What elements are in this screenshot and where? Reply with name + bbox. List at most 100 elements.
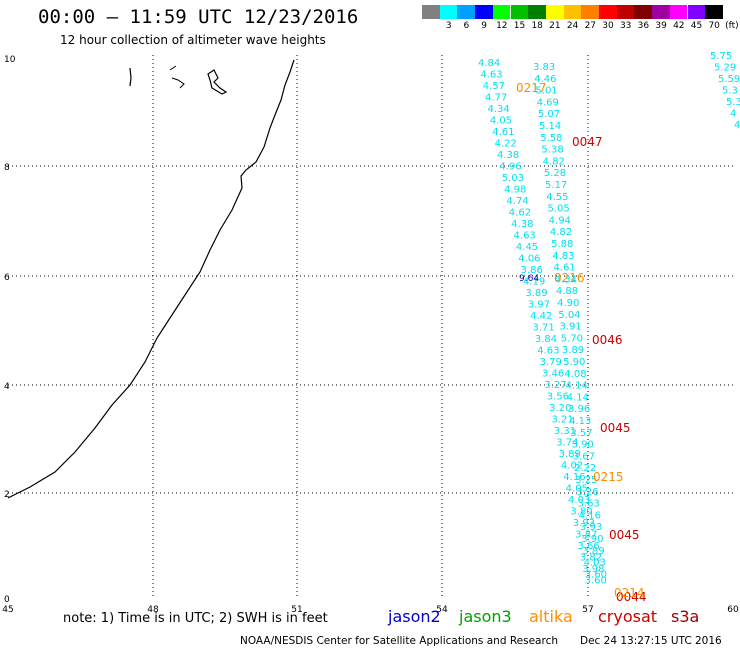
wave-height-value: 3.84 xyxy=(535,334,557,345)
wave-height-value: 4.90 xyxy=(557,298,579,309)
pass-time-label: 0045 xyxy=(609,528,640,542)
wave-height-value: 5.03 xyxy=(502,173,524,184)
satellite-legend-jason2: jason2 xyxy=(388,607,441,626)
x-tick-label: 60 xyxy=(727,605,739,615)
pass-time-label: 0046 xyxy=(592,333,623,347)
wave-height-value: 3.25 xyxy=(575,475,597,486)
wave-height-value: 4.34 xyxy=(487,104,509,115)
wave-height-value: 4.08 xyxy=(564,369,586,380)
wave-height-value: 5.05 xyxy=(547,204,569,215)
map-subtitle: 12 hour collection of altimeter wave hei… xyxy=(60,33,326,47)
wave-height-value-jason2: 9.64 xyxy=(519,274,539,284)
y-tick-label: 8 xyxy=(4,163,10,173)
wave-height-value: 3.20 xyxy=(549,403,571,414)
timestamp-text: Dec 24 13:27:15 UTC 2016 xyxy=(580,635,722,647)
colorbar-unit: (ft) xyxy=(725,21,739,31)
wave-height-value: 3.89 xyxy=(582,546,604,557)
wave-height-value: 5.07 xyxy=(538,109,560,120)
wave-height-value: 4.61 xyxy=(492,127,514,138)
wave-height-value: 4 xyxy=(730,109,736,120)
pass-time-label: 0214 xyxy=(614,586,645,600)
wave-height-value: 3.89 xyxy=(525,288,547,299)
pass-time-label: 0047 xyxy=(572,135,603,149)
wave-height-value: 4 xyxy=(734,120,740,131)
wave-height-value: 4.38 xyxy=(497,150,519,161)
wave-height-value: 4.22 xyxy=(495,139,517,150)
wave-height-value: 5.38 xyxy=(541,145,563,156)
wave-height-value: 2.22 xyxy=(574,463,596,474)
wave-height-value: 3.63 xyxy=(578,499,600,510)
wave-height-value: 3.82 xyxy=(580,553,602,564)
wave-height-value: 5.90 xyxy=(563,357,585,368)
wave-height-value: 5.3 xyxy=(722,86,738,97)
colorbar-swatch xyxy=(422,5,440,19)
wave-height-value: 4.16 xyxy=(579,510,601,521)
colorbar-swatch xyxy=(528,5,546,19)
colorbar-swatch xyxy=(545,5,564,19)
wave-height-value: 4.63 xyxy=(514,231,536,242)
wave-height-value: 5.59 xyxy=(718,74,740,85)
wave-height-value: 5.88 xyxy=(551,239,573,250)
wave-height-value: 3.26 xyxy=(576,487,598,498)
pass-time-label: 0215 xyxy=(593,470,624,484)
satellite-legend-altika: altika xyxy=(529,607,573,626)
wave-height-value: 4.14 xyxy=(566,381,588,392)
wave-height-value: 3.21 xyxy=(551,415,573,426)
colorbar-swatch xyxy=(634,5,653,19)
wave-height-value: 5.75 xyxy=(710,51,732,62)
colorbar-label: 33 xyxy=(619,21,632,31)
colorbar-label: 18 xyxy=(531,21,543,31)
colorbar-label: 27 xyxy=(584,21,597,31)
island-outline xyxy=(129,67,132,87)
wave-height-value: 4.84 xyxy=(478,58,500,69)
pass-time-label: 0217 xyxy=(516,81,547,95)
credit-text: NOAA/NESDIS Center for Satellite Applica… xyxy=(240,635,558,647)
wave-height-value: 4.61 xyxy=(553,263,575,274)
wave-height-value: 5.01 xyxy=(535,86,557,97)
x-tick-label: 57 xyxy=(582,605,593,615)
wave-height-value: 3.89 xyxy=(559,449,581,460)
wave-height-value: 5.14 xyxy=(539,121,561,132)
wave-height-value: 4.05 xyxy=(490,116,512,127)
wave-height-value: 3.71 xyxy=(533,323,555,334)
x-tick-label: 51 xyxy=(291,605,302,615)
x-tick-label: 45 xyxy=(2,605,13,615)
island-outline xyxy=(207,69,228,95)
wave-height-value: 4.88 xyxy=(556,286,578,297)
wave-height-value: 4.82 xyxy=(543,156,565,167)
wave-height-value: 3.93 xyxy=(573,518,595,529)
map-title: 00:00 – 11:59 UTC 12/23/2016 xyxy=(38,6,359,28)
wave-height-value: 4.05 xyxy=(566,484,588,495)
colorbar-label: 39 xyxy=(655,21,667,31)
colorbar-label: 42 xyxy=(673,21,685,31)
colorbar-label: 15 xyxy=(513,21,526,31)
colorbar-label: 45 xyxy=(690,21,703,31)
wave-height-value: 4.03 xyxy=(584,558,606,569)
wave-height-value: 5.29 xyxy=(714,63,736,74)
wave-height-value: 3.56 xyxy=(547,392,569,403)
wave-height-value: 4.69 xyxy=(537,97,559,108)
colorbar-label: 3 xyxy=(445,21,452,31)
satellite-legend-cryosat: cryosat xyxy=(598,607,658,626)
wave-height-value: 3.98 xyxy=(582,564,604,575)
wave-height-value: 3.97 xyxy=(528,300,550,311)
y-tick-label: 6 xyxy=(4,273,10,283)
colorbar-label: 24 xyxy=(566,21,579,31)
wave-height-value: 4.83 xyxy=(552,251,574,262)
wave-height-value: 4.82 xyxy=(550,227,572,238)
colorbar-swatch xyxy=(457,5,476,19)
colorbar-label: 6 xyxy=(463,21,470,31)
wave-height-value: 3.60 xyxy=(585,569,607,580)
wave-height-value: 4.77 xyxy=(485,93,507,104)
wave-height-value: 4.63 xyxy=(537,346,559,357)
wave-height-value: 3.31 xyxy=(554,426,576,437)
wave-height-value: 3.89 xyxy=(562,345,584,356)
satellite-legend-jason3: jason3 xyxy=(459,607,512,626)
colorbar-label: 21 xyxy=(549,21,561,31)
wave-height-value: 3.74 xyxy=(556,438,578,449)
colorbar-swatch xyxy=(652,5,670,19)
wave-height-value: 5.04 xyxy=(558,310,580,321)
plot-area xyxy=(8,55,733,598)
wave-height-value: 4.55 xyxy=(546,192,568,203)
